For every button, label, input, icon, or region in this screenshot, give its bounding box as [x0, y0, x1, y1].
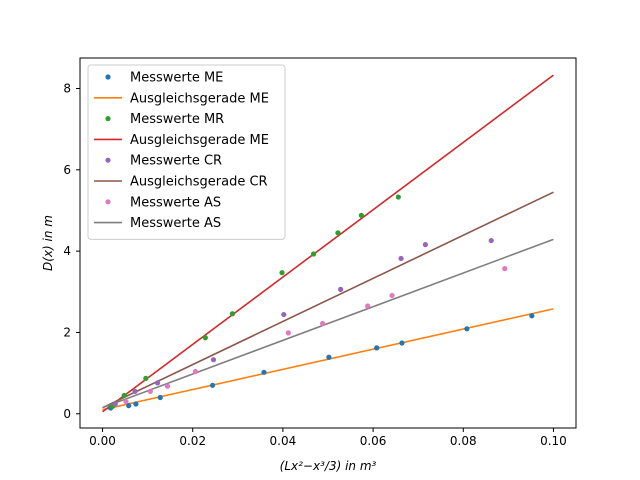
data-point: [335, 230, 341, 236]
fit-line-5: [102, 191, 554, 409]
data-point: [374, 345, 380, 351]
legend-entry-label: Messwerte CR: [130, 154, 222, 169]
data-points: [108, 194, 535, 411]
data-point: [164, 383, 171, 389]
y-tick-label: 8: [63, 81, 71, 95]
data-point: [389, 292, 395, 299]
legend-entry-label: Messwerte MR: [130, 112, 224, 127]
data-point: [123, 398, 129, 405]
y-tick-label: 0: [63, 407, 71, 421]
legend: Messwerte ME Ausgleichsgerade ME Messwerte…: [87, 64, 286, 240]
y-axis-label: D(x) in m: [41, 215, 55, 271]
data-point: [261, 369, 267, 375]
fit-lines: [102, 74, 554, 413]
axes-frame: [79, 57, 577, 429]
data-point: [112, 401, 118, 407]
x-tick-label: 0.04: [270, 434, 297, 448]
data-point: [398, 255, 404, 262]
data-point: [395, 194, 401, 200]
x-tick-label: 0.06: [360, 434, 387, 448]
data-point: [310, 251, 317, 257]
data-point: [422, 242, 428, 248]
data-point: [229, 311, 236, 317]
data-point: [126, 403, 132, 409]
data-point: [121, 392, 127, 399]
legend-marker-swatch: [105, 157, 111, 163]
data-point: [488, 237, 494, 244]
x-tick-label: 0.10: [540, 434, 567, 448]
legend-entry-label: Ausgleichsgerade CR: [130, 175, 268, 190]
data-point: [202, 335, 208, 341]
x-tick-label: 0.08: [450, 434, 477, 448]
data-point: [133, 401, 139, 407]
data-point: [502, 266, 508, 272]
data-point: [319, 320, 326, 327]
x-tick-label: 0.02: [179, 434, 206, 448]
data-point: [209, 382, 216, 388]
data-point: [143, 375, 149, 381]
y-tick-label: 6: [63, 163, 71, 177]
fit-line-7: [102, 238, 554, 409]
data-point: [326, 354, 332, 360]
legend-box: [87, 64, 286, 240]
data-point: [399, 340, 405, 346]
data-point: [132, 388, 138, 395]
legend-marker-swatch: [105, 116, 111, 122]
data-point: [154, 380, 161, 386]
data-point: [279, 270, 285, 276]
data-point: [338, 286, 344, 292]
legend-entry-label: Messwerte AS: [130, 216, 221, 231]
y-axis-ticks: 0 2 4 6 8: [63, 81, 80, 421]
data-point: [358, 212, 364, 218]
legend-marker-swatch: [105, 74, 111, 80]
data-point: [529, 313, 535, 319]
legend-entry-label: Ausgleichsgerade ME: [130, 133, 269, 148]
x-tick-label: 0.00: [89, 434, 116, 448]
data-point: [365, 303, 371, 309]
y-tick-label: 2: [63, 325, 71, 339]
y-tick-label: 4: [63, 244, 71, 258]
data-point: [192, 368, 199, 375]
legend-entry-label: Ausgleichsgerade ME: [130, 91, 269, 106]
data-point: [157, 394, 163, 401]
data-point: [210, 357, 217, 363]
data-point: [281, 311, 287, 318]
data-point: [285, 330, 291, 336]
data-point: [147, 388, 153, 395]
fit-line-3: [102, 74, 554, 413]
legend-entry-label: Messwerte ME: [130, 71, 223, 86]
legend-marker-swatch: [105, 199, 111, 205]
x-axis-label: (Lx²−x³/3) in m³: [280, 459, 377, 473]
data-point: [464, 326, 470, 332]
legend-entry-label: Messwerte AS: [130, 195, 221, 210]
x-axis-ticks: 0.00 0.02 0.04 0.06 0.08 0.10: [89, 428, 567, 448]
